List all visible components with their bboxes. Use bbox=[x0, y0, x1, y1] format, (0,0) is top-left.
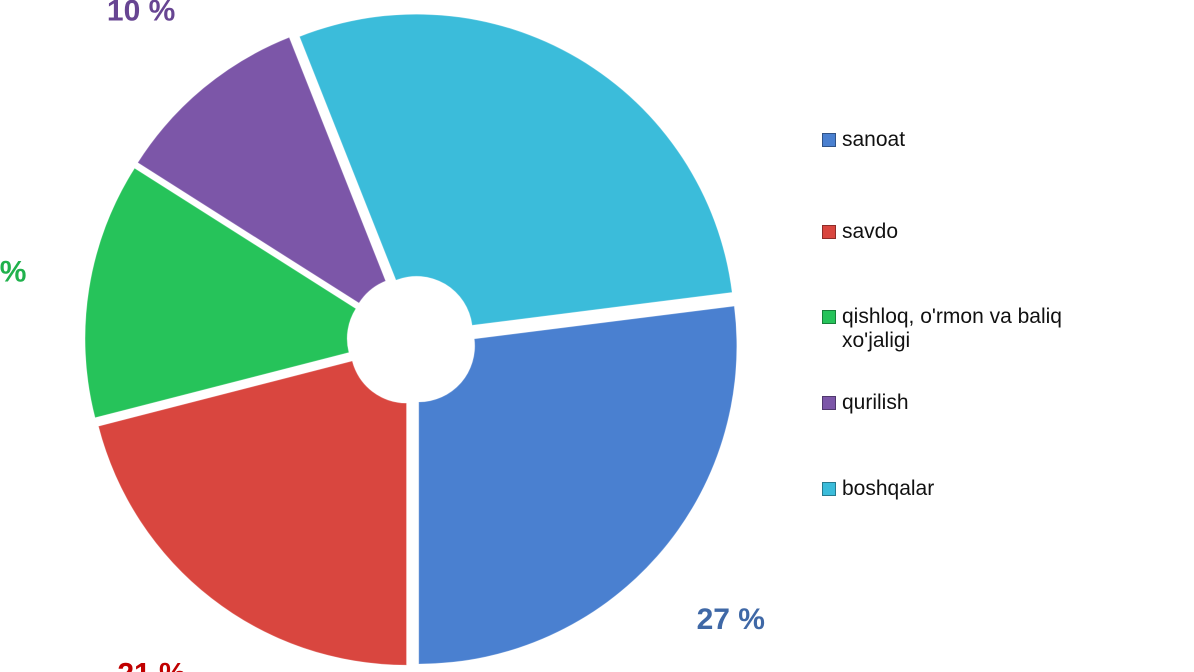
legend-label: savdo bbox=[842, 220, 899, 243]
legend-label: boshqalar bbox=[842, 477, 935, 500]
pie-slice bbox=[418, 305, 738, 665]
data-label: 27 % bbox=[697, 603, 765, 636]
legend-swatch bbox=[822, 396, 836, 410]
pie-slice bbox=[84, 167, 357, 419]
legend-item: qurilish bbox=[822, 391, 1092, 415]
data-label: 21 % bbox=[117, 658, 185, 672]
legend-label: sanoat bbox=[842, 128, 906, 151]
legend-swatch bbox=[822, 482, 836, 496]
pie-area: 27 %21 %13 %10 %29 % bbox=[0, 0, 765, 672]
legend-swatch bbox=[822, 310, 836, 324]
pie-slice bbox=[298, 13, 733, 326]
data-label: 10 % bbox=[107, 0, 175, 27]
legend-item: sanoat bbox=[822, 128, 1092, 152]
legend-item: boshqalar bbox=[822, 477, 1092, 501]
legend-item: qishloq, o'rmon va baliq xo'jaligi bbox=[822, 305, 1092, 353]
legend-label: qurilish bbox=[842, 391, 909, 414]
legend-label: qishloq, o'rmon va baliq xo'jaligi bbox=[842, 305, 1062, 352]
pie-slice bbox=[97, 360, 407, 666]
legend-swatch bbox=[822, 133, 836, 147]
pie-slice bbox=[137, 36, 387, 304]
legend-item: savdo bbox=[822, 220, 1092, 244]
data-label: 13 % bbox=[0, 255, 26, 288]
legend-swatch bbox=[822, 225, 836, 239]
